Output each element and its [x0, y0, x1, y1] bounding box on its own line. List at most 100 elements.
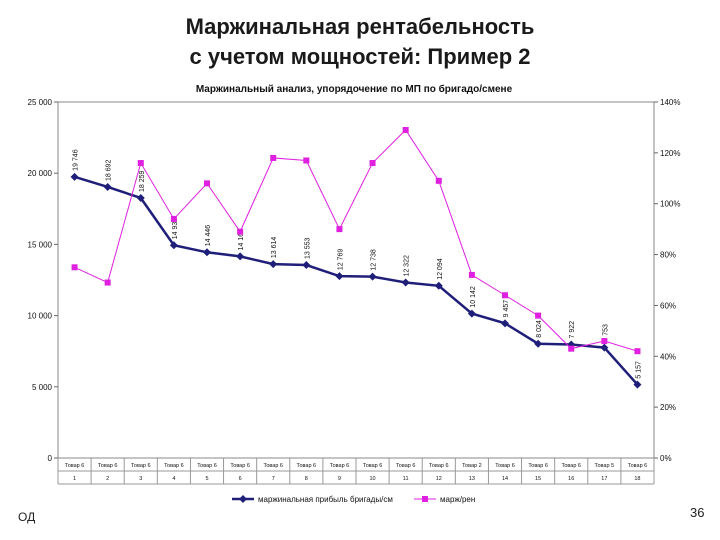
x-category-number: 17 — [601, 476, 607, 482]
data-label-margin-profit: 12 094 — [437, 258, 444, 280]
point-margin-ratio — [502, 292, 508, 299]
x-category-label: Товар 6 — [628, 463, 648, 469]
y-left-tick-label: 25 000 — [28, 98, 53, 107]
point-margin-ratio — [137, 160, 144, 167]
data-label-margin-profit: 14 939 — [172, 218, 179, 240]
x-category-label: Товар 6 — [330, 463, 350, 469]
y-left-tick-label: 10 000 — [28, 312, 53, 321]
x-category-label: Товар 6 — [98, 463, 118, 469]
x-category-label: Товар 6 — [363, 463, 383, 469]
point-margin-profit — [600, 343, 609, 352]
y-right-tick-label: 120% — [660, 149, 680, 158]
y-left-tick-label: 20 000 — [28, 169, 53, 178]
y-right-tick-label: 100% — [660, 200, 680, 209]
x-category-label: Товар 6 — [495, 463, 515, 469]
x-category-number: 16 — [568, 476, 574, 482]
footer-label: ОД — [18, 510, 36, 524]
point-margin-ratio — [204, 180, 210, 187]
legend-label-margin-ratio: марж/рен — [440, 495, 475, 504]
x-category-number: 14 — [502, 476, 508, 482]
point-margin-ratio — [303, 157, 310, 164]
plot-frame — [57, 101, 655, 459]
point-margin-ratio — [336, 226, 343, 233]
y-right-tick-label: 140% — [660, 98, 680, 107]
y-right-tick-label: 0% — [660, 454, 672, 463]
y-right-tick-label: 20% — [660, 403, 676, 412]
plot-area: 0 5 000 10 000 15 000 20 000 25 000 0% 20% 40% 60… — [28, 98, 680, 485]
point-margin-ratio — [270, 154, 277, 161]
data-label-margin-profit: 14 446 — [205, 225, 212, 247]
x-category-label: Товар 2 — [462, 463, 482, 469]
point-margin-ratio — [435, 177, 442, 184]
data-label-margin-profit: 18 692 — [106, 159, 113, 181]
point-margin-profit — [368, 272, 377, 281]
data-label-margin-profit: 19 746 — [73, 149, 80, 171]
series-line-margin-ratio — [74, 129, 638, 352]
page-number: 36 — [690, 505, 705, 520]
data-label-margin-profit: 12 769 — [337, 249, 344, 271]
chart-title: Маржинальный анализ, упорядочение по МП … — [196, 83, 513, 95]
point-margin-profit — [633, 380, 642, 389]
x-category-number: 5 — [205, 476, 208, 482]
x-category-number: 8 — [305, 476, 308, 482]
series-line-margin-profit — [74, 175, 639, 386]
data-label-margin-profit: 9 457 — [503, 300, 510, 318]
point-margin-ratio — [402, 126, 409, 133]
x-category-number: 10 — [369, 476, 375, 482]
point-margin-ratio — [568, 345, 575, 352]
point-margin-profit — [302, 261, 311, 270]
y-right-tick-label: 40% — [660, 352, 676, 361]
point-margin-profit — [534, 339, 543, 348]
legend-label-margin-profit: маржинальная прибыль бригады/см — [258, 495, 393, 504]
x-category-number: 2 — [106, 476, 109, 482]
data-label-margin-profit: 12 738 — [371, 249, 378, 271]
x-category-number: 13 — [469, 476, 475, 482]
x-category-number: 1 — [73, 476, 76, 482]
point-margin-profit — [335, 272, 344, 281]
x-category-label: Товар 6 — [263, 463, 283, 469]
point-margin-profit — [401, 278, 410, 287]
point-margin-profit — [467, 309, 476, 318]
x-category-label: Товар 6 — [528, 463, 548, 469]
y-left-tick-label: 15 000 — [28, 240, 53, 249]
point-margin-profit — [103, 182, 112, 191]
x-category-label: Товар 5 — [595, 463, 615, 469]
point-margin-ratio — [71, 264, 78, 271]
point-margin-profit — [136, 193, 145, 202]
slide-title-line2: с учетом мощностей: Пример 2 — [189, 44, 531, 69]
point-margin-ratio — [535, 312, 542, 319]
x-category-label: Товар 6 — [561, 463, 581, 469]
x-category-number: 4 — [172, 476, 175, 482]
x-category-label: Товар 6 — [164, 463, 184, 469]
y-right-tick-label: 80% — [660, 251, 676, 260]
point-margin-profit — [434, 281, 443, 290]
point-margin-ratio — [237, 228, 244, 235]
data-label-margin-profit: 7 753 — [602, 324, 609, 342]
slide-title: Маржинальная рентабельность с учетом мощ… — [0, 12, 720, 72]
data-label-margin-profit: 12 322 — [404, 255, 411, 277]
x-category-label: Товар 6 — [230, 463, 250, 469]
point-margin-profit — [203, 248, 211, 257]
slide-title-line1: Маржинальная рентабельность — [185, 14, 535, 39]
data-label-margin-profit: 13 553 — [304, 237, 311, 259]
point-margin-ratio — [601, 338, 608, 345]
x-category-number: 11 — [403, 476, 409, 482]
point-margin-profit — [269, 260, 278, 269]
point-margin-ratio — [104, 279, 111, 286]
x-category-number: 15 — [535, 476, 541, 482]
x-category-number: 6 — [239, 476, 242, 482]
x-category-label: Товар 6 — [297, 463, 317, 469]
legend-marker-margin-ratio — [422, 496, 428, 502]
y-left-tick-label: 0 — [48, 454, 53, 463]
data-label-margin-profit: 14 160 — [238, 229, 245, 251]
data-label-margin-profit: 7 922 — [569, 321, 576, 339]
x-category-number: 12 — [436, 476, 442, 482]
legend-marker-margin-profit — [239, 495, 247, 503]
data-label-margin-profit: 5 157 — [635, 361, 642, 379]
point-margin-ratio — [369, 160, 376, 167]
x-category-label: Товар 6 — [65, 463, 85, 469]
x-category-label: Товар 6 — [197, 463, 217, 469]
point-margin-profit — [169, 241, 178, 250]
point-margin-ratio — [170, 215, 177, 222]
